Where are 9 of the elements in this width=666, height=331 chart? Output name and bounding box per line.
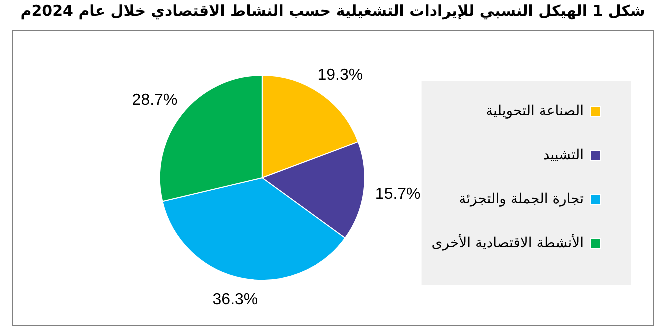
data-label: 15.7%: [375, 186, 421, 204]
legend-label: الصناعة التحويلية: [486, 104, 584, 120]
data-label: 19.3%: [318, 67, 364, 84]
legend-label: الأنشطة الاقتصادية الأخرى: [432, 234, 584, 252]
legend-label: تجارة الجملة والتجزئة: [459, 192, 584, 208]
chart-title: شكل 1 الهيكل النسبي للإيرادات التشغيلية حسب النشاط الاقتصادي خلال عام 2024م: [20, 2, 646, 20]
legend-label: التشييد: [543, 148, 584, 164]
data-label: 28.7%: [132, 92, 178, 110]
data-label: 36.3%: [212, 291, 258, 308]
